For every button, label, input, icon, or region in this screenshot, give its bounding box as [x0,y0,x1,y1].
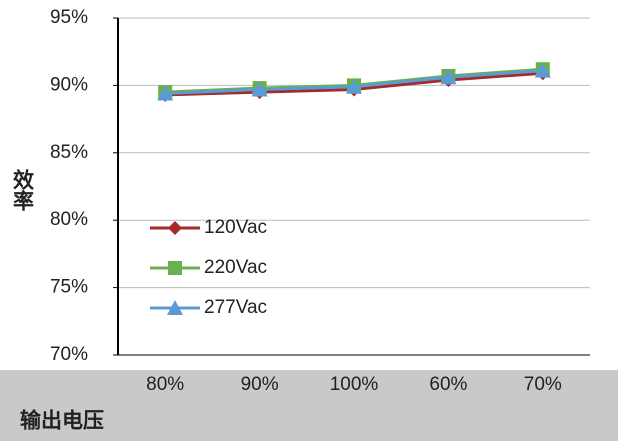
y-tick-label: 90% [50,74,88,95]
data-point [534,62,551,78]
legend-label: 277Vac [204,297,267,318]
data-point [157,85,174,101]
legend-marker [167,300,183,315]
x-axis-title: 输出电压 [20,409,104,433]
data-point [440,69,457,85]
x-tick-label: 70% [524,374,562,395]
y-tick-label: 70% [50,344,88,365]
y-tick-label: 80% [50,209,88,230]
x-tick-label: 100% [330,374,379,395]
y-axis-title: 效率 [11,168,35,212]
y-tick-label: 85% [50,142,88,163]
data-point [346,78,362,94]
data-point [251,81,268,97]
chart-area [0,0,618,370]
y-tick-label: 95% [50,7,88,28]
x-tick-label: 90% [241,374,279,395]
y-tick-label: 75% [50,277,88,298]
legend-marker [168,221,182,235]
legend-marker [168,261,182,275]
legend-label: 220Vac [204,257,267,278]
x-tick-label: 60% [429,374,467,395]
legend-label: 120Vac [204,217,267,238]
x-tick-label: 80% [146,374,184,395]
